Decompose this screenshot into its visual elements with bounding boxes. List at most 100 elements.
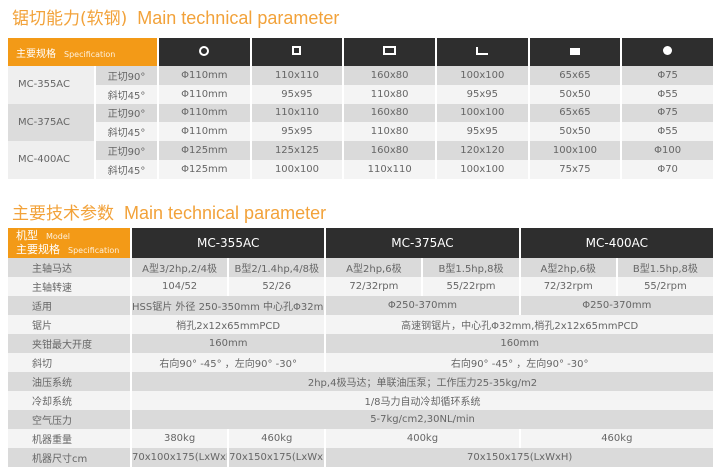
- capacity-cell: 95x95: [436, 84, 528, 104]
- table-row-blade: 锯片 梢孔2x12x65mmPCD 高速钢锯片，中心孔Φ32mm,梢孔2x12x65…: [8, 315, 713, 334]
- capacity-cell: 95x95: [251, 84, 343, 104]
- capacity-cell: 100x100: [436, 103, 528, 123]
- capacity-cell: Φ110mm: [159, 84, 250, 104]
- value-cell: 梢孔2x12x65mmPCD: [132, 315, 325, 334]
- capacity-cell: Φ125mm: [159, 159, 250, 179]
- title-en: Main technical parameter: [124, 203, 327, 223]
- row-label: 主轴马达: [8, 258, 130, 277]
- row-label: 空气压力: [8, 410, 130, 429]
- capacity-cell: 75x75: [529, 159, 621, 179]
- sawing-capacity-table: 主要规格 Specification MC-355AC 正切90° Φ110mm 110…: [6, 38, 715, 179]
- value-cell: 70x150x175(LxWxH): [229, 448, 325, 467]
- capacity-cell: 160x80: [344, 66, 435, 85]
- cut-angle: 正切90°: [96, 103, 157, 123]
- solid-round-icon: [622, 38, 713, 66]
- value-cell: 70x100x175(LxWxH): [132, 448, 228, 467]
- angle-icon: [436, 38, 528, 66]
- title-en: Main technical parameter: [137, 8, 340, 28]
- capacity-cell: Φ75: [622, 103, 713, 123]
- value-cell: 55/22rpm: [423, 277, 519, 296]
- capacity-cell: 50x50: [529, 122, 621, 142]
- row-label: 油压系统: [8, 372, 130, 391]
- spec-header: 主要规格 Specification: [8, 38, 157, 66]
- row-label: 适用: [8, 296, 130, 315]
- capacity-cell: 120x120: [436, 141, 528, 160]
- model-name: MC-355AC: [8, 66, 94, 104]
- value-cell: A型2hp,6极: [520, 258, 616, 277]
- table-row: MC-400AC 正切90° Φ125mm 125x125 160x80 120x120 1…: [8, 141, 713, 179]
- value-cell: 5-7kg/cm2,30NL/min: [132, 410, 713, 429]
- solid-square-icon: [529, 38, 621, 66]
- capacity-cell: Φ70: [622, 159, 713, 179]
- value-cell: B型1.5hp,8极: [617, 258, 713, 277]
- row-label: 机器重量: [8, 429, 130, 448]
- value-cell: B型1.5hp,8极: [423, 258, 519, 277]
- value-cell: 2hp,4极马达；单联油压泵；工作压力25-35kg/m2: [132, 372, 713, 391]
- value-cell: 160mm: [326, 334, 713, 353]
- value-cell: 460kg: [520, 429, 713, 448]
- table-row: MC-355AC 正切90° Φ110mm 110x110 160x80 100x100 6…: [8, 66, 713, 104]
- cut-angle: 斜切45°: [96, 84, 157, 104]
- capacity-cell: 110x110: [344, 159, 435, 179]
- capacity-cell: 160x80: [344, 141, 435, 160]
- model-header: MC-400AC: [520, 228, 713, 258]
- capacity-cell: 100x100: [529, 141, 621, 160]
- table-row: 斜切45° Φ110mm 95x95 110x80 95x95 50x50 Φ55: [8, 122, 713, 142]
- value-cell: Φ250-370mm: [326, 296, 519, 315]
- value-cell: 380kg: [132, 429, 228, 448]
- capacity-cell: 65x65: [529, 66, 621, 85]
- capacity-cell: Φ55: [622, 122, 713, 142]
- section1-title: 锯切能力(软钢) Main technical parameter: [12, 4, 339, 29]
- value-cell: 72/32rpm: [520, 277, 616, 296]
- capacity-cell: Φ110mm: [159, 66, 250, 85]
- capacity-cell: 110x110: [251, 103, 343, 123]
- capacity-cell: 125x125: [251, 141, 343, 160]
- capacity-cell: Φ125mm: [159, 141, 250, 160]
- row-label: 冷却系统: [8, 391, 130, 410]
- table-row: 斜切45° Φ125mm 100x100 110x110 100x100 75x75 Φ70: [8, 159, 713, 179]
- table-row-speed: 主轴转速 104/52 52/26 72/32rpm 55/22rpm 72/32rpm 5…: [8, 277, 713, 296]
- capacity-cell: 100x100: [251, 159, 343, 179]
- capacity-cell: Φ110mm: [159, 122, 250, 142]
- value-cell: 右向90° -45° ，左向90° -30°: [326, 353, 713, 372]
- table-row-weight: 机器重量 380kg 460kg 400kg 460kg: [8, 429, 713, 448]
- capacity-cell: Φ55: [622, 84, 713, 104]
- value-cell: 高速钢锯片，中心孔Φ32mm,梢孔2x12x65mmPCD: [326, 315, 713, 334]
- capacity-cell: Φ75: [622, 66, 713, 85]
- value-cell: 1/8马力自动冷却循环系统: [132, 391, 713, 410]
- table-row-motor: 主轴马达 A型3/2hp,2/4极 B型2/1.4hp,4/8极 A型2hp,6极 B型…: [8, 258, 713, 277]
- capacity-cell: 160x80: [344, 103, 435, 123]
- row-label: 机器尺寸cm: [8, 448, 130, 467]
- capacity-cell: 95x95: [251, 122, 343, 142]
- value-cell: 右向90° -45° ，左向90° -30°: [132, 353, 325, 372]
- table-row: MC-375AC 正切90° Φ110mm 110x110 160x80 100x100 6…: [8, 103, 713, 142]
- model-header: MC-375AC: [326, 228, 519, 258]
- value-cell: 70x150x175(LxWxH): [326, 448, 713, 467]
- table-row-air: 空气压力 5-7kg/cm2,30NL/min: [8, 410, 713, 429]
- value-cell: A型2hp,6极: [326, 258, 422, 277]
- value-cell: 52/26: [229, 277, 325, 296]
- capacity-cell: 50x50: [529, 84, 621, 104]
- rectangular-tube-icon: [344, 38, 435, 66]
- round-hollow-icon: [159, 38, 250, 66]
- value-cell: Φ250-370mm: [520, 296, 713, 315]
- value-cell: B型2/1.4hp,4/8极: [229, 258, 325, 277]
- cut-angle: 斜切45°: [96, 122, 157, 142]
- cut-angle: 正切90°: [96, 66, 157, 85]
- title-cn: 主要技术参数: [12, 204, 114, 224]
- model-name: MC-375AC: [8, 103, 94, 142]
- capacity-cell: Φ110mm: [159, 103, 250, 123]
- section2-title: 主要技术参数 Main technical parameter: [12, 199, 326, 224]
- model-header: MC-355AC: [132, 228, 325, 258]
- table-row-coolant: 冷却系统 1/8马力自动冷却循环系统: [8, 391, 713, 410]
- capacity-cell: Φ100: [622, 141, 713, 160]
- value-cell: 460kg: [229, 429, 325, 448]
- capacity-cell: 100x100: [436, 159, 528, 179]
- capacity-cell: 100x100: [436, 66, 528, 85]
- table-row-apply: 适用 HSS锯片 外径 250-350mm 中心孔Φ32mm Φ250-370mm Φ…: [8, 296, 713, 315]
- value-cell: 72/32rpm: [326, 277, 422, 296]
- row-label: 夹钳最大开度: [8, 334, 130, 353]
- capacity-cell: 65x65: [529, 103, 621, 123]
- row-label: 锯片: [8, 315, 130, 334]
- value-cell: A型3/2hp,2/4极: [132, 258, 228, 277]
